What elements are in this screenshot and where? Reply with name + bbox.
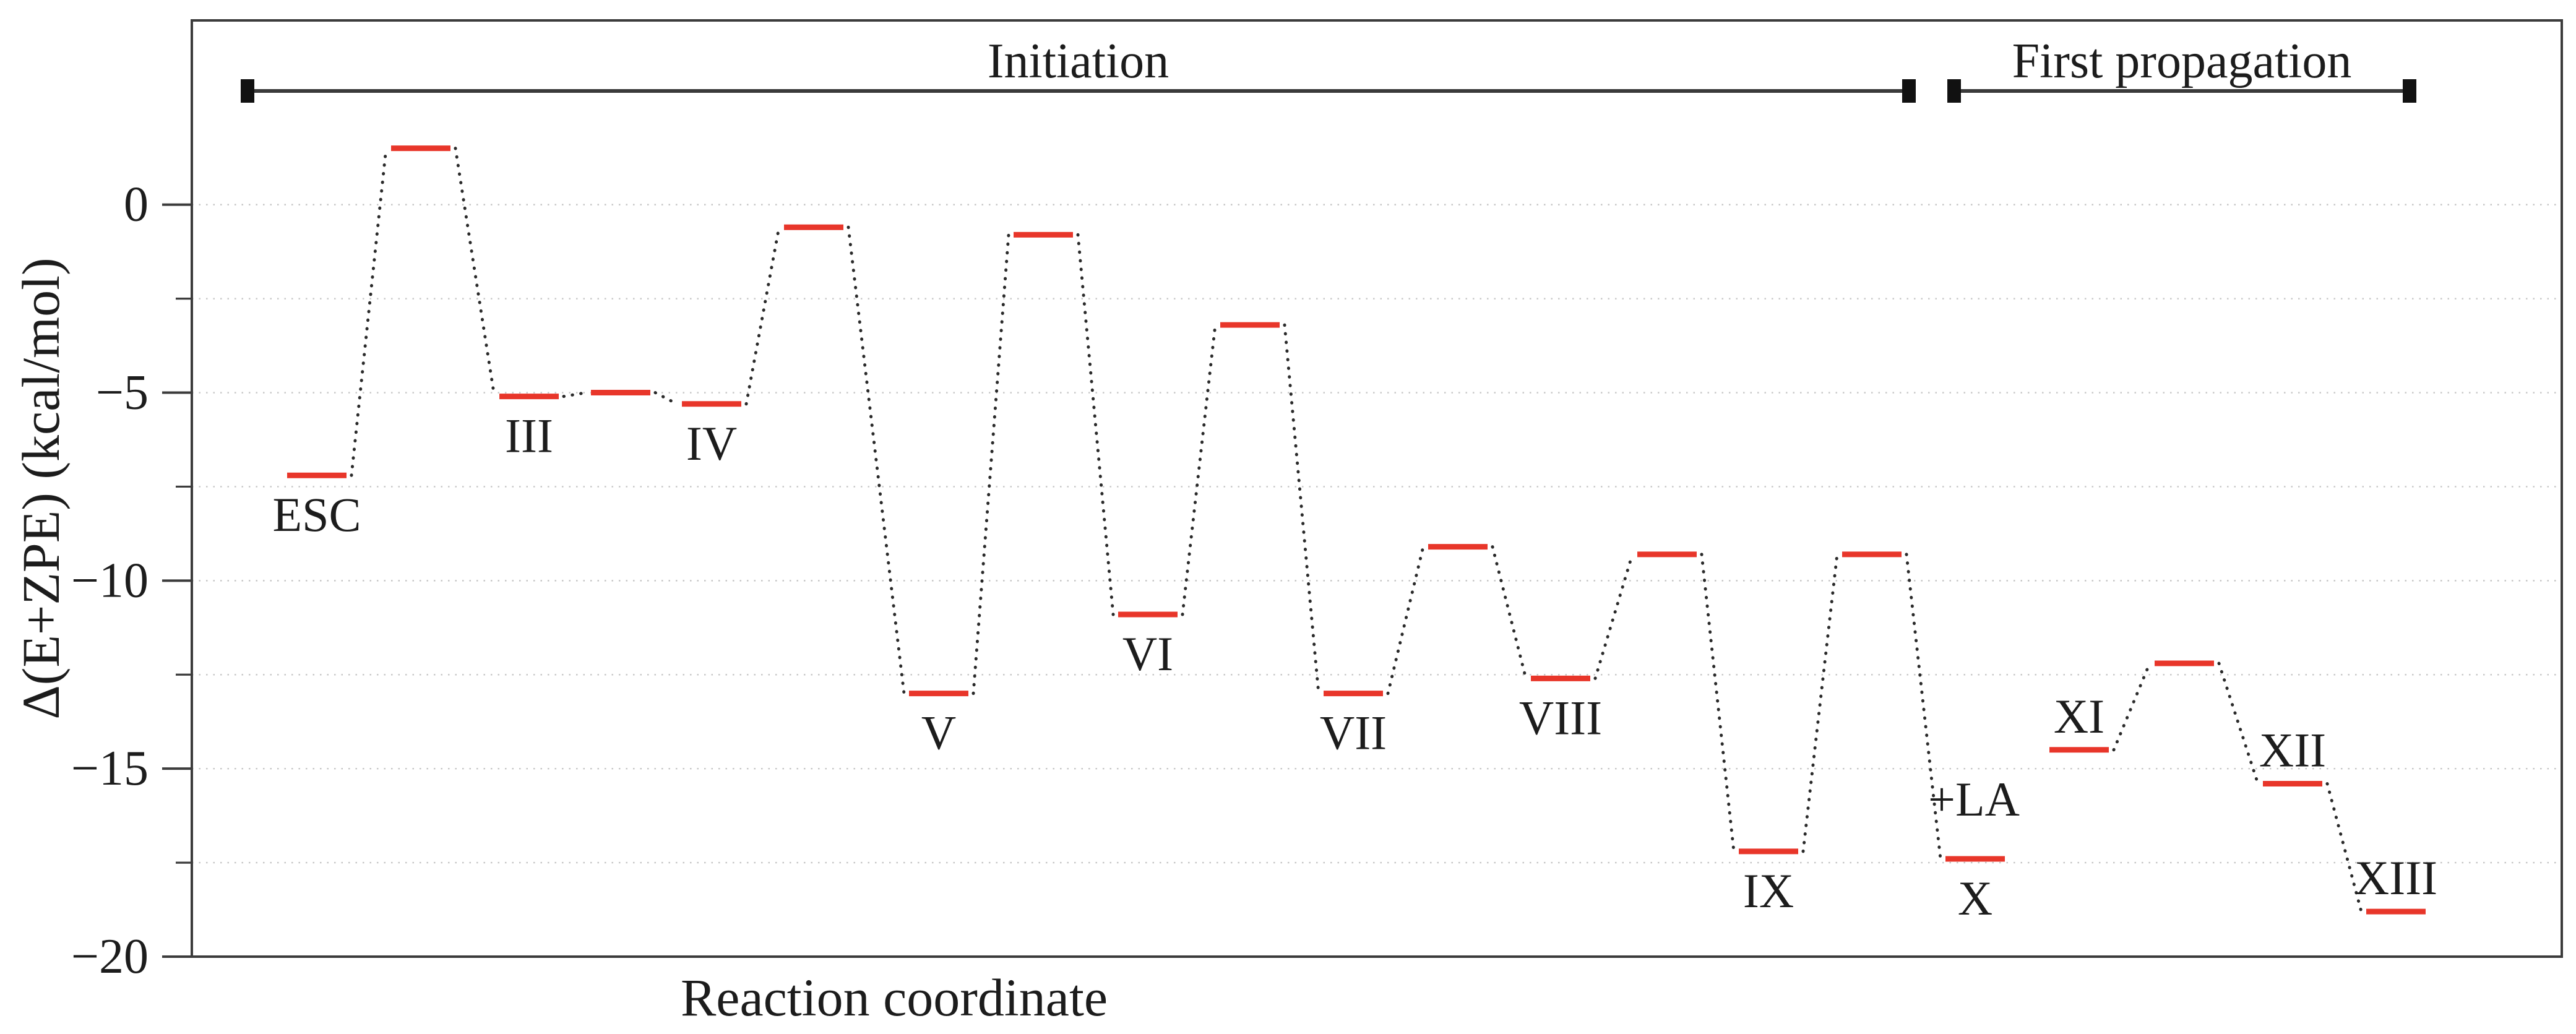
connector-TS-VII-VIII-VIII bbox=[1491, 545, 1528, 680]
section-label-0: Initiation bbox=[988, 34, 1169, 88]
level-label-XII: XII bbox=[2259, 723, 2326, 777]
connector-VIII-TS-VIII-IX bbox=[1593, 553, 1634, 680]
connector-V-TS-V-VI bbox=[971, 233, 1010, 696]
ytick-label--10: −10 bbox=[71, 553, 149, 608]
level-label-X: X bbox=[1958, 871, 1992, 925]
connector-III-intermediate-a bbox=[562, 391, 588, 399]
ytick-label--15: −15 bbox=[71, 741, 149, 796]
y-axis-title: Δ(E+ZPE) (kcal/mol) bbox=[11, 257, 71, 719]
levels bbox=[287, 145, 2426, 915]
level-label-XI: XI bbox=[2054, 689, 2104, 743]
connector-TS-ESC-III-III bbox=[454, 147, 496, 399]
ytick-label--5: −5 bbox=[96, 366, 149, 420]
connector-TS-XI-XII-XII bbox=[2217, 661, 2260, 785]
ytick-label--20: −20 bbox=[71, 929, 149, 984]
connector-ESC-TS-ESC-III bbox=[350, 147, 388, 477]
x-axis-title: Reaction coordinate bbox=[681, 968, 1108, 1027]
connector-XI-TS-XI-XII bbox=[2112, 661, 2152, 752]
level-label-IV: IV bbox=[686, 416, 737, 470]
level-label-IX: IX bbox=[1743, 864, 1794, 918]
level-label-VIII: VIII bbox=[1519, 691, 1602, 744]
section-label-1: First propagation bbox=[2012, 34, 2352, 88]
section-end-right-1 bbox=[2403, 79, 2416, 103]
section-end-right-0 bbox=[1902, 79, 1916, 103]
connector-intermediate-a-IV bbox=[653, 391, 679, 406]
y-axis-ticks bbox=[162, 203, 192, 958]
connector-intermediate-b-X bbox=[1905, 553, 1942, 861]
connector-TS-VI-VII-VII bbox=[1283, 323, 1320, 696]
connector-VI-TS-VI-VII bbox=[1181, 323, 1217, 616]
level-label-VI: VI bbox=[1122, 627, 1173, 681]
level-label-III: III bbox=[505, 409, 553, 463]
level-label-XIII: XIII bbox=[2354, 851, 2437, 905]
connectors bbox=[350, 147, 2363, 913]
connector-IV-TS-IV-V bbox=[744, 225, 781, 406]
level-label-V: V bbox=[921, 706, 956, 760]
section-bracket-1 bbox=[1947, 79, 2416, 103]
connector-TS-VIII-IX-IX bbox=[1700, 553, 1736, 853]
section-end-left-1 bbox=[1947, 79, 1961, 103]
connector-TS-V-VI-VI bbox=[1076, 233, 1115, 616]
connector-VII-TS-VII-VIII bbox=[1386, 545, 1425, 696]
section-bracket-0 bbox=[241, 79, 1916, 103]
plot-border bbox=[191, 19, 2563, 958]
level-label-ESC: ESC bbox=[272, 488, 361, 541]
connector-IX-intermediate-b bbox=[1801, 553, 1839, 853]
ytick-label-0: 0 bbox=[124, 178, 149, 232]
section-end-left-0 bbox=[241, 79, 254, 103]
connector-TS-IV-V-V bbox=[846, 225, 906, 696]
level-label-VII: VII bbox=[1320, 706, 1387, 760]
annotation-0: +LA bbox=[1928, 772, 2020, 826]
gridlines bbox=[192, 204, 2562, 864]
